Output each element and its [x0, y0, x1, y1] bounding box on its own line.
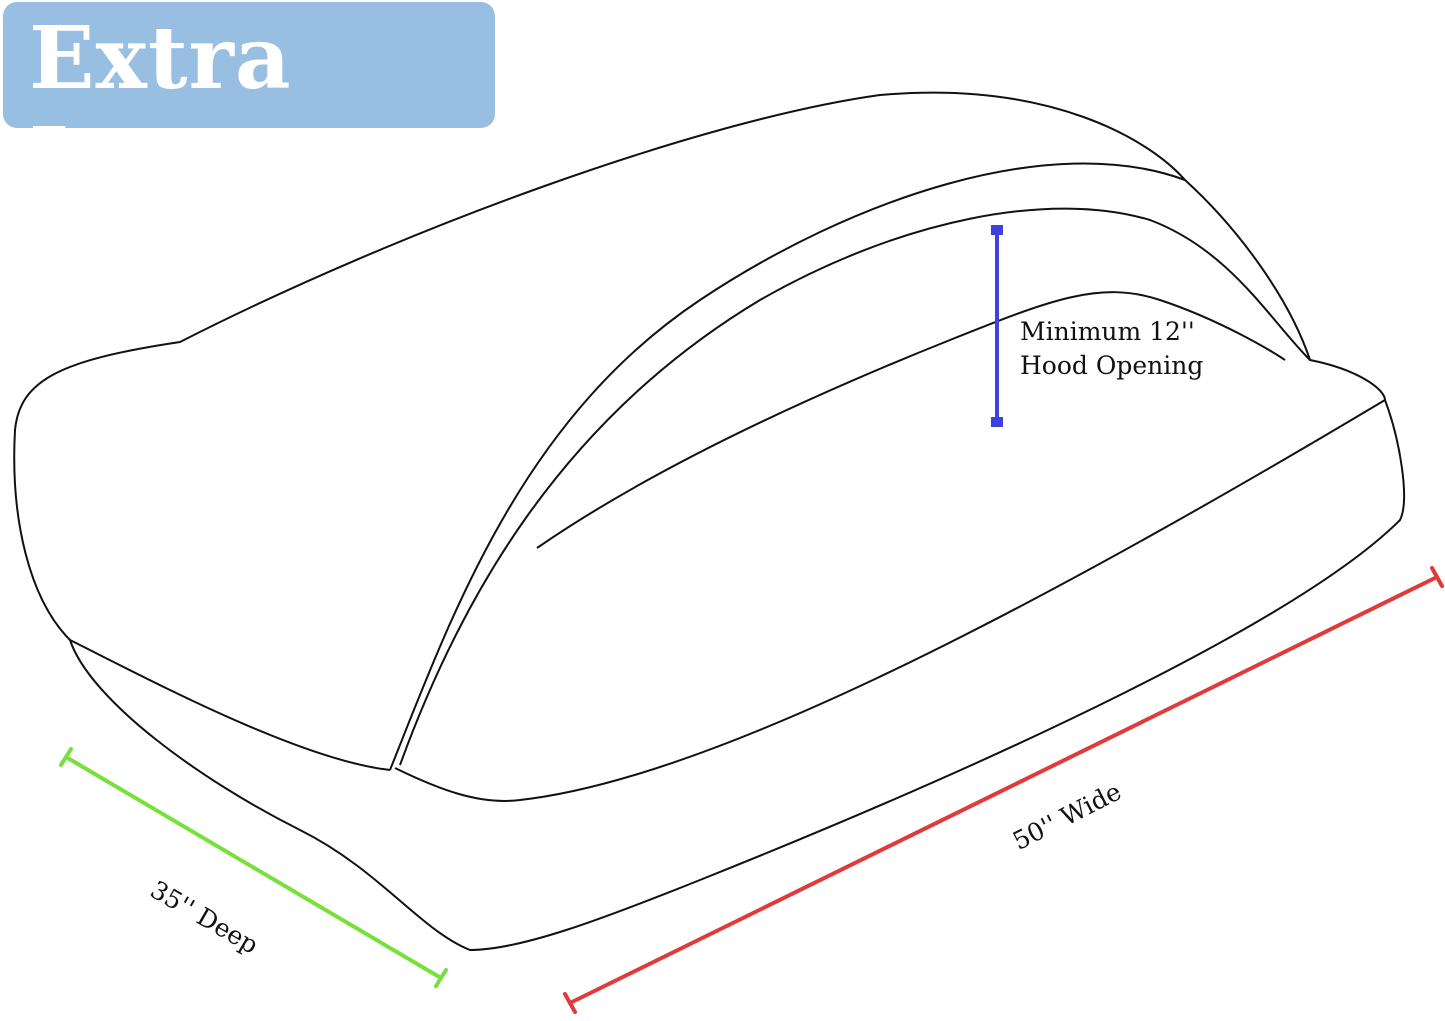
- size-badge: Extra Large: [3, 2, 495, 210]
- bed-outer-outline: [13, 91, 1405, 951]
- front-cushion-edge: [69, 639, 391, 771]
- hood-label-line1: Minimum 12'': [1020, 317, 1195, 346]
- size-badge-text: Extra Large: [29, 8, 311, 210]
- hood-measure-line: [991, 225, 1003, 427]
- hood-inner-arch: [399, 207, 1311, 766]
- hood-outer-arch: [389, 162, 1186, 771]
- width-measure-line: [563, 566, 1444, 1014]
- depth-measure-line: [59, 747, 448, 988]
- hood-opening-label: Minimum 12'' Hood Opening: [1020, 315, 1203, 383]
- hood-label-line2: Hood Opening: [1020, 351, 1204, 380]
- cushion-lower-edge: [394, 399, 1386, 802]
